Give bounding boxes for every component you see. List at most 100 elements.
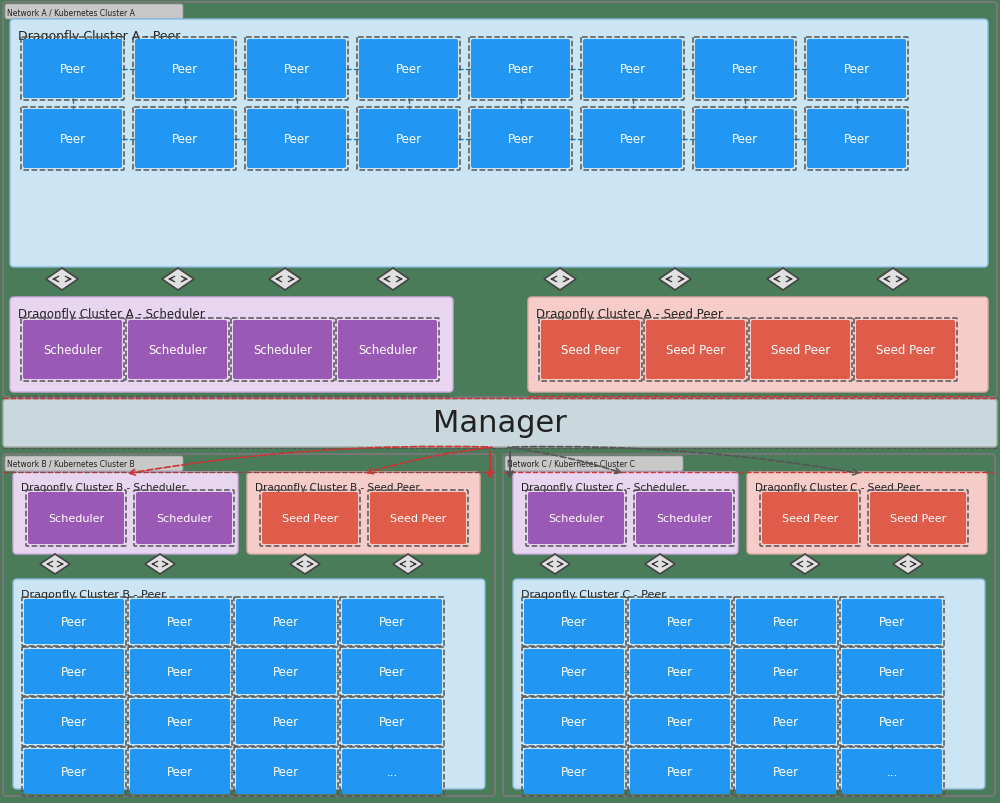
FancyBboxPatch shape bbox=[3, 3, 997, 397]
FancyBboxPatch shape bbox=[762, 492, 858, 544]
Text: Peer: Peer bbox=[395, 132, 422, 146]
Polygon shape bbox=[659, 269, 691, 291]
Text: Seed Peer: Seed Peer bbox=[666, 344, 725, 357]
FancyBboxPatch shape bbox=[842, 699, 942, 744]
Text: Network C / Kubernetes Cluster C: Network C / Kubernetes Cluster C bbox=[507, 459, 635, 468]
Text: Peer: Peer bbox=[61, 715, 87, 728]
FancyBboxPatch shape bbox=[524, 749, 624, 794]
Text: Scheduler: Scheduler bbox=[253, 344, 312, 357]
FancyBboxPatch shape bbox=[13, 472, 238, 554]
FancyBboxPatch shape bbox=[135, 40, 234, 99]
Text: Peer: Peer bbox=[167, 765, 193, 778]
Polygon shape bbox=[877, 269, 909, 291]
FancyBboxPatch shape bbox=[636, 492, 732, 544]
Text: Seed Peer: Seed Peer bbox=[561, 344, 620, 357]
Text: Dragonfly Cluster B - Seed Peer: Dragonfly Cluster B - Seed Peer bbox=[255, 483, 420, 492]
FancyBboxPatch shape bbox=[130, 699, 230, 744]
FancyBboxPatch shape bbox=[236, 749, 336, 794]
Text: Peer: Peer bbox=[773, 765, 799, 778]
FancyBboxPatch shape bbox=[262, 492, 358, 544]
FancyBboxPatch shape bbox=[130, 599, 230, 644]
Text: Seed Peer: Seed Peer bbox=[282, 513, 338, 524]
FancyBboxPatch shape bbox=[524, 599, 624, 644]
Polygon shape bbox=[269, 269, 301, 291]
Text: Peer: Peer bbox=[379, 715, 405, 728]
FancyBboxPatch shape bbox=[342, 649, 442, 694]
Text: Peer: Peer bbox=[561, 665, 587, 679]
Text: Peer: Peer bbox=[61, 615, 87, 628]
Text: Scheduler: Scheduler bbox=[156, 513, 212, 524]
Polygon shape bbox=[40, 554, 70, 574]
Text: Peer: Peer bbox=[773, 615, 799, 628]
Text: ...: ... bbox=[886, 765, 898, 778]
Polygon shape bbox=[790, 554, 820, 574]
FancyBboxPatch shape bbox=[807, 40, 906, 99]
FancyBboxPatch shape bbox=[513, 472, 738, 554]
Text: Peer: Peer bbox=[879, 615, 905, 628]
FancyBboxPatch shape bbox=[342, 599, 442, 644]
Polygon shape bbox=[145, 554, 175, 574]
Text: Peer: Peer bbox=[273, 665, 299, 679]
Text: Scheduler: Scheduler bbox=[148, 344, 207, 357]
FancyBboxPatch shape bbox=[630, 749, 730, 794]
FancyBboxPatch shape bbox=[3, 400, 997, 447]
Polygon shape bbox=[46, 269, 78, 291]
FancyBboxPatch shape bbox=[130, 649, 230, 694]
Text: Scheduler: Scheduler bbox=[548, 513, 604, 524]
Text: Dragonfly Cluster B - Peer: Dragonfly Cluster B - Peer bbox=[21, 589, 166, 599]
FancyBboxPatch shape bbox=[24, 599, 124, 644]
Text: Scheduler: Scheduler bbox=[656, 513, 712, 524]
FancyBboxPatch shape bbox=[359, 110, 458, 169]
Text: Manager: Manager bbox=[433, 409, 567, 438]
FancyBboxPatch shape bbox=[736, 749, 836, 794]
Text: Peer: Peer bbox=[167, 665, 193, 679]
FancyBboxPatch shape bbox=[130, 749, 230, 794]
FancyBboxPatch shape bbox=[23, 110, 122, 169]
FancyBboxPatch shape bbox=[524, 699, 624, 744]
FancyBboxPatch shape bbox=[247, 110, 346, 169]
Text: Dragonfly Cluster B - Scheduler: Dragonfly Cluster B - Scheduler bbox=[21, 483, 186, 492]
FancyBboxPatch shape bbox=[747, 472, 987, 554]
FancyBboxPatch shape bbox=[528, 492, 624, 544]
FancyBboxPatch shape bbox=[646, 320, 745, 380]
Text: Peer: Peer bbox=[283, 63, 310, 76]
Text: Peer: Peer bbox=[731, 63, 758, 76]
Text: Peer: Peer bbox=[171, 132, 198, 146]
FancyBboxPatch shape bbox=[751, 320, 850, 380]
FancyBboxPatch shape bbox=[10, 298, 453, 393]
Text: Peer: Peer bbox=[879, 665, 905, 679]
Polygon shape bbox=[377, 269, 409, 291]
Text: Dragonfly Cluster A - Scheduler: Dragonfly Cluster A - Scheduler bbox=[18, 308, 205, 320]
FancyBboxPatch shape bbox=[136, 492, 232, 544]
Text: Peer: Peer bbox=[61, 665, 87, 679]
FancyBboxPatch shape bbox=[10, 20, 988, 267]
FancyBboxPatch shape bbox=[736, 699, 836, 744]
Text: Peer: Peer bbox=[379, 665, 405, 679]
FancyBboxPatch shape bbox=[24, 699, 124, 744]
Text: Scheduler: Scheduler bbox=[358, 344, 417, 357]
Text: Dragonfly Cluster C - Scheduler: Dragonfly Cluster C - Scheduler bbox=[521, 483, 686, 492]
Text: Peer: Peer bbox=[273, 765, 299, 778]
FancyBboxPatch shape bbox=[505, 456, 683, 471]
FancyBboxPatch shape bbox=[28, 492, 124, 544]
FancyBboxPatch shape bbox=[5, 5, 183, 20]
Polygon shape bbox=[893, 554, 923, 574]
Text: Peer: Peer bbox=[273, 615, 299, 628]
Text: Scheduler: Scheduler bbox=[48, 513, 104, 524]
Text: Peer: Peer bbox=[507, 132, 534, 146]
Text: Peer: Peer bbox=[167, 615, 193, 628]
Text: Peer: Peer bbox=[59, 132, 86, 146]
FancyBboxPatch shape bbox=[128, 320, 227, 380]
FancyBboxPatch shape bbox=[359, 40, 458, 99]
FancyBboxPatch shape bbox=[541, 320, 640, 380]
FancyBboxPatch shape bbox=[23, 40, 122, 99]
Text: Peer: Peer bbox=[731, 132, 758, 146]
Text: Peer: Peer bbox=[395, 63, 422, 76]
Text: Dragonfly Cluster C - Seed Peer: Dragonfly Cluster C - Seed Peer bbox=[755, 483, 920, 492]
FancyBboxPatch shape bbox=[247, 472, 480, 554]
Polygon shape bbox=[544, 269, 576, 291]
Text: ...: ... bbox=[386, 765, 398, 778]
Text: Peer: Peer bbox=[667, 615, 693, 628]
Text: Peer: Peer bbox=[171, 63, 198, 76]
Text: Peer: Peer bbox=[61, 765, 87, 778]
